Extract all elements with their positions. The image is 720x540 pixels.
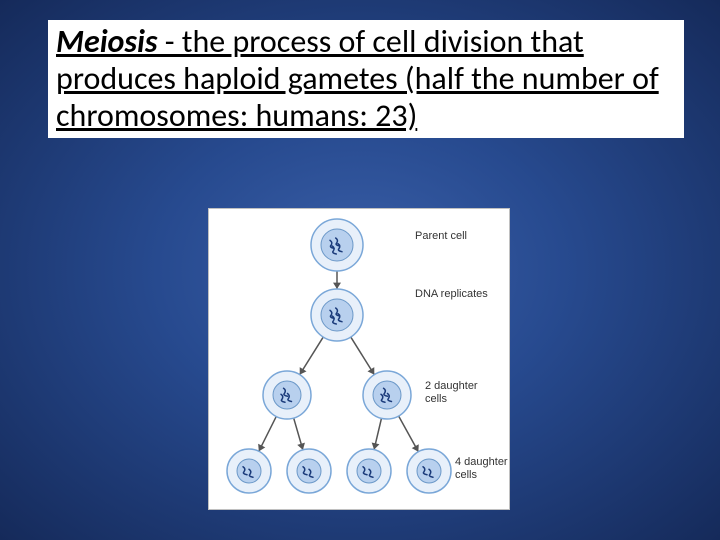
svg-text:2 daughter: 2 daughter (425, 380, 478, 392)
definition-term: Meiosis (56, 22, 158, 61)
definition-line: Meiosis - the process of cell division t… (56, 22, 659, 135)
svg-text:4 daughter: 4 daughter (455, 456, 508, 468)
svg-text:cells: cells (425, 393, 448, 405)
svg-text:cells: cells (455, 469, 478, 481)
definition-textbox: Meiosis - the process of cell division t… (48, 20, 684, 138)
svg-text:DNA replicates: DNA replicates (415, 288, 488, 300)
svg-text:Parent cell: Parent cell (415, 230, 467, 242)
meiosis-diagram-svg: Parent cell DNA replicates 2 daughter ce… (209, 209, 509, 509)
meiosis-diagram: Parent cell DNA replicates 2 daughter ce… (208, 208, 510, 510)
